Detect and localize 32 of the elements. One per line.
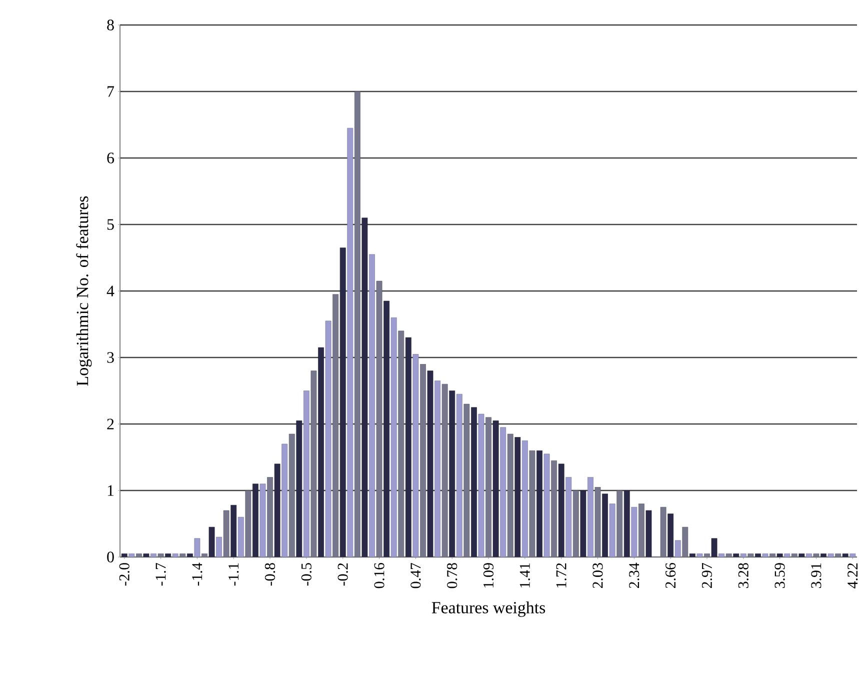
- x-tick-label: 1.41: [520, 563, 530, 588]
- y-tick-label: 1: [108, 485, 114, 496]
- x-tick-label: -1.7: [156, 562, 166, 586]
- y-tick-label: 4: [106, 286, 114, 296]
- y-tick-label: 7: [108, 86, 114, 97]
- x-tick-label: -0.8: [264, 563, 276, 586]
- y-tick-label: 0: [107, 552, 114, 562]
- y-tick-label: 6: [107, 152, 114, 164]
- x-tick-label: 0.78: [447, 563, 458, 588]
- y-tick-label: 5: [107, 219, 114, 230]
- x-tick-label: 2.03: [592, 563, 603, 588]
- x-tick-label: 2.34: [629, 562, 640, 588]
- x-tick-label: -0.5: [301, 563, 312, 586]
- x-tick-label: 2.66: [666, 562, 676, 588]
- x-tick-label: 0.16: [374, 562, 384, 588]
- x-tick-label: 3.91: [811, 563, 822, 588]
- x-tick-label: 4.22: [848, 563, 858, 588]
- x-axis-title: Features weights: [432, 601, 546, 617]
- y-tick-label: 8: [107, 20, 114, 30]
- x-tick-label: 1.72: [556, 563, 566, 588]
- x-tick-label: 3.28: [738, 563, 748, 588]
- x-tick-label: -0.2: [338, 563, 348, 586]
- y-axis-title: Logarithmic No. of features: [76, 196, 92, 386]
- x-tick-label: -1.1: [228, 563, 239, 586]
- y-tick-label: 3: [107, 352, 114, 363]
- x-tick-label: 3.59: [774, 563, 785, 588]
- y-tick-label: 2: [107, 418, 114, 430]
- x-tick-label: 1.09: [483, 563, 494, 588]
- x-tick-label: -1.4: [192, 562, 202, 586]
- x-tick-label: 0.47: [410, 562, 421, 588]
- x-tick-label: 2.97: [702, 562, 712, 588]
- x-tick-label: -2.0: [119, 563, 130, 586]
